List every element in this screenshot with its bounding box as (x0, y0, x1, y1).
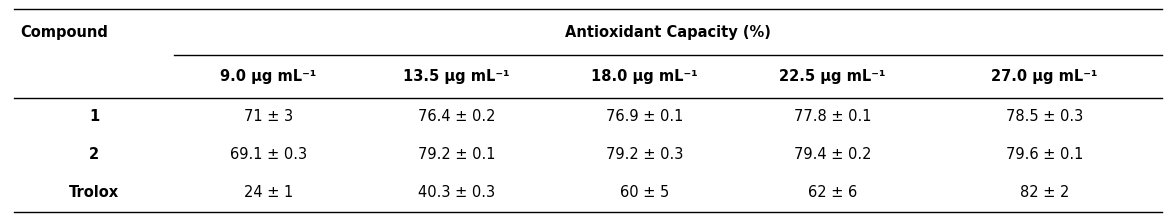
Text: 71 ± 3: 71 ± 3 (243, 109, 293, 124)
Text: 78.5 ± 0.3: 78.5 ± 0.3 (1005, 109, 1083, 124)
Text: 69.1 ± 0.3: 69.1 ± 0.3 (229, 147, 307, 162)
Text: 27.0 μg mL⁻¹: 27.0 μg mL⁻¹ (991, 69, 1097, 84)
Text: 79.2 ± 0.3: 79.2 ± 0.3 (606, 147, 683, 162)
Text: 77.8 ± 0.1: 77.8 ± 0.1 (794, 109, 871, 124)
Text: 79.4 ± 0.2: 79.4 ± 0.2 (794, 147, 871, 162)
Text: Trolox: Trolox (69, 185, 119, 200)
Text: 13.5 μg mL⁻¹: 13.5 μg mL⁻¹ (403, 69, 509, 84)
Text: Compound: Compound (20, 25, 108, 40)
Text: 24 ± 1: 24 ± 1 (243, 185, 293, 200)
Text: 82 ± 2: 82 ± 2 (1020, 185, 1069, 200)
Text: 79.2 ± 0.1: 79.2 ± 0.1 (417, 147, 495, 162)
Text: 79.6 ± 0.1: 79.6 ± 0.1 (1005, 147, 1083, 162)
Text: 2: 2 (89, 147, 99, 162)
Text: 18.0 μg mL⁻¹: 18.0 μg mL⁻¹ (592, 69, 697, 84)
Text: 22.5 μg mL⁻¹: 22.5 μg mL⁻¹ (780, 69, 886, 84)
Text: 1: 1 (89, 109, 99, 124)
Text: 62 ± 6: 62 ± 6 (808, 185, 857, 200)
Text: 76.4 ± 0.2: 76.4 ± 0.2 (417, 109, 495, 124)
Text: 60 ± 5: 60 ± 5 (620, 185, 669, 200)
Text: Antioxidant Capacity (%): Antioxidant Capacity (%) (564, 25, 771, 40)
Text: 76.9 ± 0.1: 76.9 ± 0.1 (606, 109, 683, 124)
Text: 9.0 μg mL⁻¹: 9.0 μg mL⁻¹ (220, 69, 316, 84)
Text: 40.3 ± 0.3: 40.3 ± 0.3 (417, 185, 495, 200)
